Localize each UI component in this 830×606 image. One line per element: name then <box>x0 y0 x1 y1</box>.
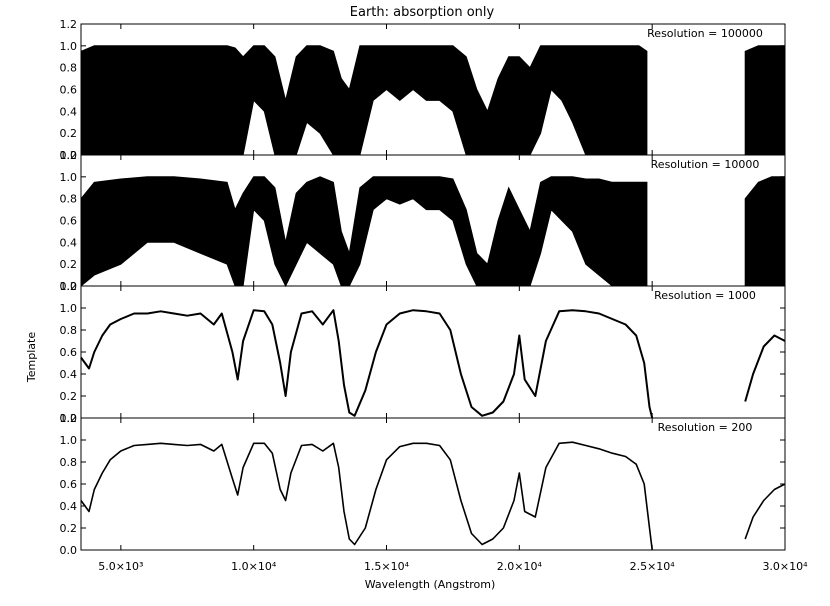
y-tick-label: 0.0 <box>60 280 78 293</box>
y-tick-label: 0.8 <box>60 324 78 337</box>
series-envelope <box>80 45 648 156</box>
y-axis-label: Template <box>25 332 38 383</box>
x-tick-label: 1.0×10⁴ <box>231 560 277 573</box>
y-tick-label: 0.6 <box>60 215 78 228</box>
panel-resolution-label: Resolution = 1000 <box>654 289 756 302</box>
panel-2: 0.0 0.2 0.4 0.6 0.8 1.0 1.2 Resolution = 10000 <box>60 149 786 293</box>
y-tick-label: 1.0 <box>60 434 78 447</box>
chart-title: Earth: absorption only <box>350 5 495 20</box>
x-tick-label: 1.5×10⁴ <box>364 560 410 573</box>
y-tick-label: 0.8 <box>60 456 78 469</box>
y-tick-label: 0.6 <box>60 478 78 491</box>
y-tick-label: 1.2 <box>60 149 78 162</box>
y-tick-label: 1.2 <box>60 18 78 31</box>
y-tick-label: 1.0 <box>60 302 78 315</box>
panel-3: 0.0 0.2 0.4 0.6 0.8 1.0 1.2 Resolution = 1000 <box>60 280 786 425</box>
y-tick-label: 0.8 <box>60 193 78 206</box>
series-line <box>80 441 653 551</box>
series-envelope <box>744 176 786 287</box>
series-envelope <box>80 176 648 288</box>
x-tick-label: 3.0×10⁴ <box>762 560 808 573</box>
y-tick-label: 1.2 <box>60 280 78 293</box>
y-tick-label: 0.8 <box>60 62 78 75</box>
y-tick-label: 0.4 <box>60 500 78 513</box>
panel-4: 0.0 0.2 0.4 0.6 0.8 1.0 1.2 Resolution = 200 <box>60 412 786 557</box>
panel-resolution-label: Resolution = 100000 <box>647 27 763 40</box>
y-tick-label: 0.6 <box>60 346 78 359</box>
y-tick-label: 0.0 <box>60 149 78 162</box>
y-tick-label: 0.0 <box>60 412 78 425</box>
x-tick-label: 5.0×10³ <box>98 560 143 573</box>
y-tick-label: 0.4 <box>60 105 78 118</box>
y-tick-label: 0.0 <box>60 544 78 557</box>
y-tick-label: 1.2 <box>60 412 78 425</box>
y-tick-label: 0.4 <box>60 368 78 381</box>
x-axis-label: Wavelength (Angstrom) <box>365 578 496 591</box>
series-line <box>744 483 786 540</box>
y-tick-label: 0.4 <box>60 236 78 249</box>
y-tick-label: 0.2 <box>60 127 78 140</box>
y-tick-label: 0.6 <box>60 84 78 97</box>
x-tick-label: 2.0×10⁴ <box>497 560 543 573</box>
series-envelope <box>744 45 786 156</box>
y-tick-label: 0.2 <box>60 258 78 271</box>
x-tick-label: 2.5×10⁴ <box>630 560 676 573</box>
y-tick-label: 1.0 <box>60 40 78 53</box>
series-line <box>744 334 786 402</box>
panel-resolution-label: Resolution = 200 <box>658 421 753 434</box>
y-tick-label: 1.0 <box>60 171 78 184</box>
y-tick-label: 0.2 <box>60 522 78 535</box>
y-tick-label: 0.2 <box>60 390 78 403</box>
panel-frame <box>80 285 786 419</box>
panel-frame <box>80 417 786 551</box>
panel-1: 0.0 0.2 0.4 0.6 0.8 1.0 1.2 Resolution = 100000 <box>60 18 786 162</box>
panel-resolution-label: Resolution = 10000 <box>651 158 760 171</box>
series-line <box>80 309 654 419</box>
